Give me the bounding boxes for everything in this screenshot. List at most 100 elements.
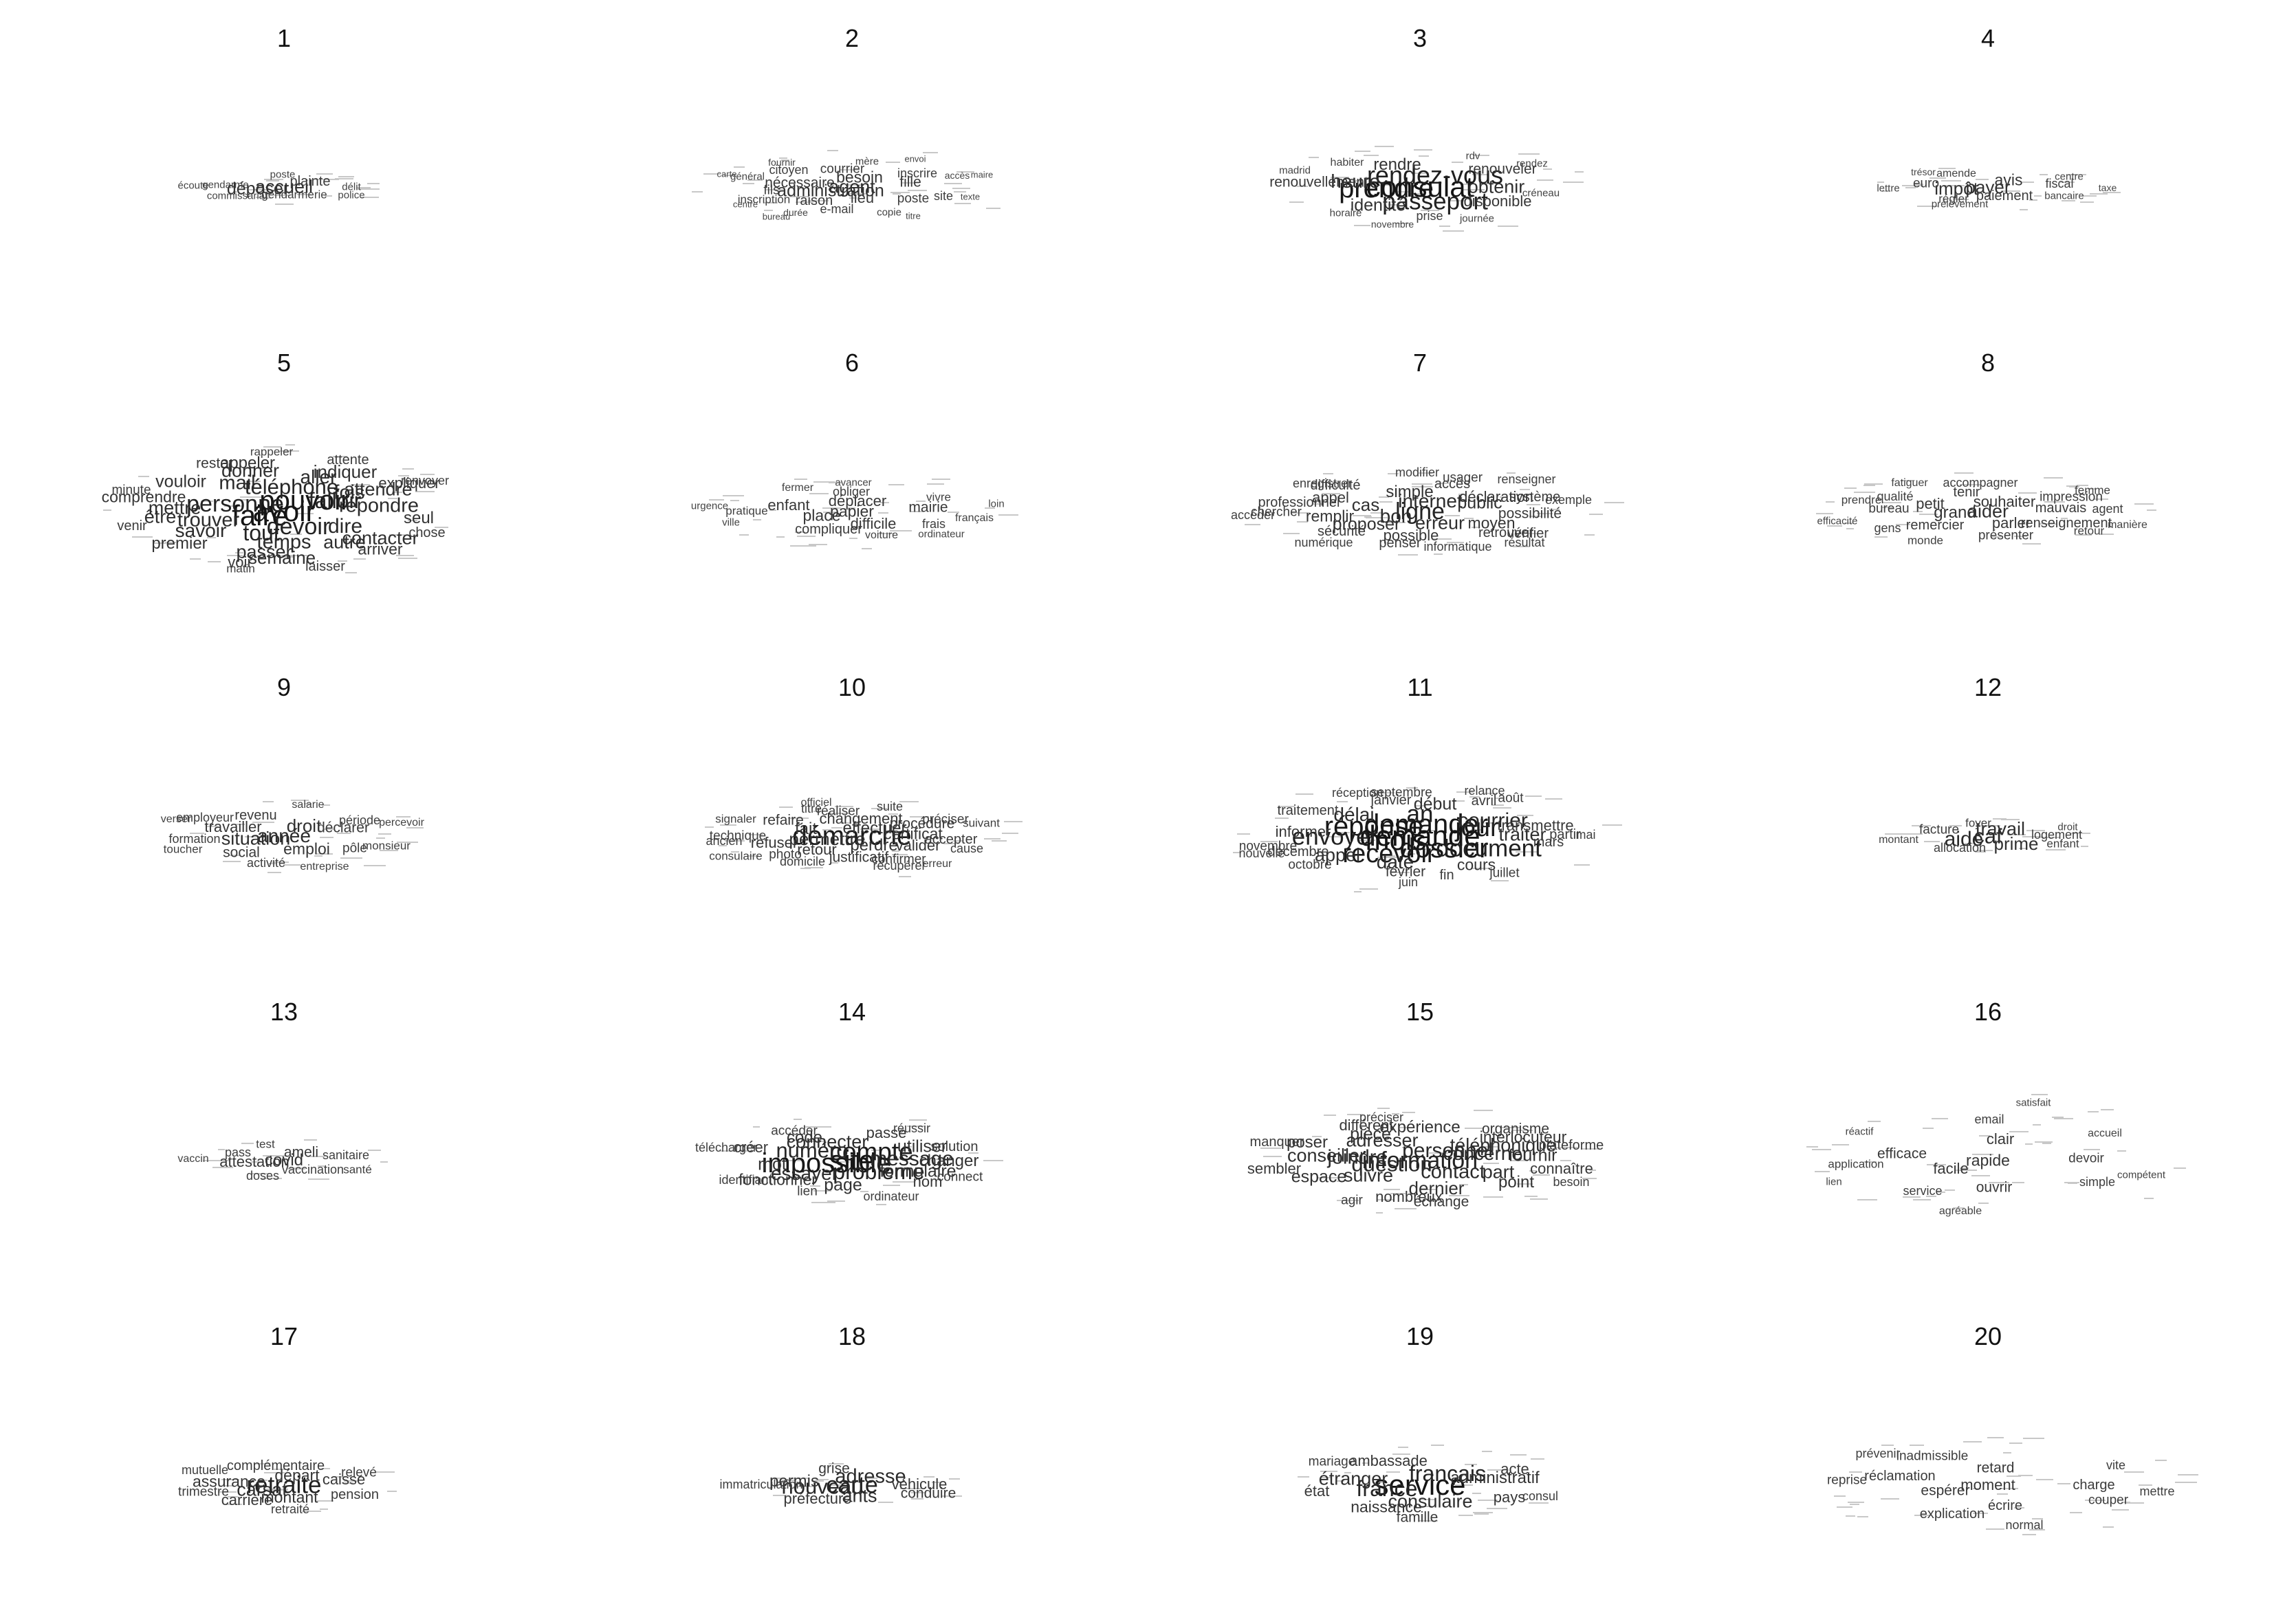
cloud-word: gens [1874, 521, 1901, 535]
cloud-word-texture [789, 196, 809, 197]
cloud-word-texture [367, 183, 380, 184]
cloud-word: transmettre [1497, 817, 1574, 834]
cloud-word-texture [1443, 230, 1464, 232]
cloud-word: carte [826, 1472, 878, 1498]
cloud-word: copie [877, 206, 901, 219]
cloud-word: consul [1522, 1489, 1559, 1503]
cloud-word-texture [1844, 523, 1853, 524]
cloud-word: envoyer [1291, 823, 1378, 851]
cloud-word: problème [833, 1159, 925, 1184]
cloud-word-texture [1463, 189, 1485, 190]
cloud-word: loin [988, 498, 1005, 510]
cloud-word: dossier [1399, 833, 1489, 864]
cloud-word-texture [1478, 1500, 1498, 1501]
cloud-word-texture [734, 166, 745, 168]
cloud-word: covid [264, 1151, 304, 1170]
cloud-word: efficace [1877, 1145, 1927, 1162]
cloud-word: compte [829, 1137, 913, 1166]
cloud-word-texture [827, 1200, 845, 1202]
cloud-word: possibilité [1498, 505, 1562, 522]
cloud-word-texture [749, 834, 763, 835]
cloud-word-texture [1501, 1127, 1520, 1128]
cloud-word: tenir [1953, 485, 1980, 500]
cloud-word-texture [275, 204, 294, 205]
cloud-word-texture [1473, 1512, 1493, 1513]
cloud-word: relance [1464, 784, 1505, 798]
cloud-word: conduire [900, 1485, 956, 1502]
cloud-word: être [144, 506, 177, 527]
cloud-word: facture [1918, 822, 1960, 837]
cloud-word-texture [743, 183, 754, 184]
cloud-word-texture [2007, 834, 2026, 835]
cloud-word-texture [1331, 177, 1349, 178]
cloud-word-texture [888, 484, 904, 485]
cloud-word: déposer [226, 179, 289, 199]
cloud-word-texture [953, 840, 963, 842]
cloud-word: suivant [963, 816, 1000, 830]
cloud-word-texture [1882, 190, 1890, 192]
cloud-word: percevoir [379, 817, 424, 829]
cloud-word-texture [1976, 191, 1982, 193]
word-cloud-panel: 15 information question personnel contact joi… [1144, 974, 1712, 1298]
cloud-word-texture [344, 1480, 359, 1482]
cloud-word-texture [1496, 798, 1503, 799]
cloud-word: an [1406, 800, 1434, 828]
cloud-word-texture [2061, 518, 2068, 519]
cloud-word-texture [261, 1178, 282, 1179]
cloud-word-texture [1938, 168, 1956, 169]
cloud-word-texture [2009, 1442, 2022, 1444]
cloud-word-texture [1419, 848, 1428, 850]
cloud-word: service [1903, 1184, 1943, 1198]
cloud-word-texture [829, 1463, 844, 1464]
cloud-word-texture [1507, 472, 1516, 474]
cloud-word-texture [1402, 1147, 1411, 1148]
cloud-word: avril [1471, 793, 1497, 809]
cloud-word-texture [287, 1168, 305, 1170]
panel-number: 3 [1412, 24, 1428, 52]
cloud-word: besoin [1553, 1175, 1590, 1189]
cloud-word-texture [274, 1469, 285, 1470]
cloud-word-texture [1452, 162, 1463, 163]
cloud-word-texture [908, 190, 927, 191]
cloud-word: madrid [1279, 164, 1311, 177]
panel-number: 8 [1980, 349, 1996, 377]
cloud-word: joindre [1327, 1146, 1388, 1169]
cloud-word-texture [1919, 514, 1938, 515]
cloud-word-texture [1289, 201, 1304, 203]
cloud-word-texture [1945, 185, 1965, 186]
cloud-word: service [1374, 1469, 1466, 1501]
cloud-word: écrire [1987, 1498, 2023, 1513]
cloud-word: obtenir [1467, 176, 1525, 197]
cloud-word-texture [420, 474, 435, 475]
cloud-word-texture [235, 552, 243, 553]
cloud-word: retour [797, 841, 837, 858]
cloud-word-texture [1857, 1516, 1868, 1517]
cloud-word-texture [860, 1191, 868, 1192]
cloud-word-texture [1863, 1161, 1877, 1163]
cloud-word-texture [2112, 1509, 2129, 1511]
cloud-word-texture [320, 1468, 330, 1469]
cloud-word: accéder [771, 1123, 818, 1139]
cloud-word: pension [330, 1487, 380, 1502]
cloud-word-texture [932, 479, 950, 480]
cloud-word-texture [1533, 1174, 1550, 1176]
cloud-word-texture [317, 1500, 334, 1502]
cloud-word: urgence [690, 500, 729, 512]
cloud-word: jour [1455, 813, 1499, 842]
cloud-word-texture [256, 1463, 270, 1464]
cloud-word-texture [835, 1161, 850, 1163]
cloud-word-texture [1376, 1212, 1383, 1214]
cloud-word-texture [731, 851, 739, 853]
cloud-word: plateforme [1538, 1138, 1604, 1153]
cloud-word-texture [1354, 891, 1362, 892]
cloud-word-texture [1373, 1482, 1387, 1483]
cloud-word: accompagner [1943, 476, 2018, 490]
cloud-word-texture [304, 803, 311, 804]
cloud-word-texture [819, 1126, 831, 1128]
cloud-word-texture [269, 863, 277, 864]
cloud-word-texture [1347, 1114, 1363, 1115]
cloud-word-texture [892, 851, 899, 852]
cloud-word-texture [345, 572, 357, 573]
cloud-word-texture [1399, 1127, 1409, 1128]
cloud-word-texture [813, 811, 822, 812]
